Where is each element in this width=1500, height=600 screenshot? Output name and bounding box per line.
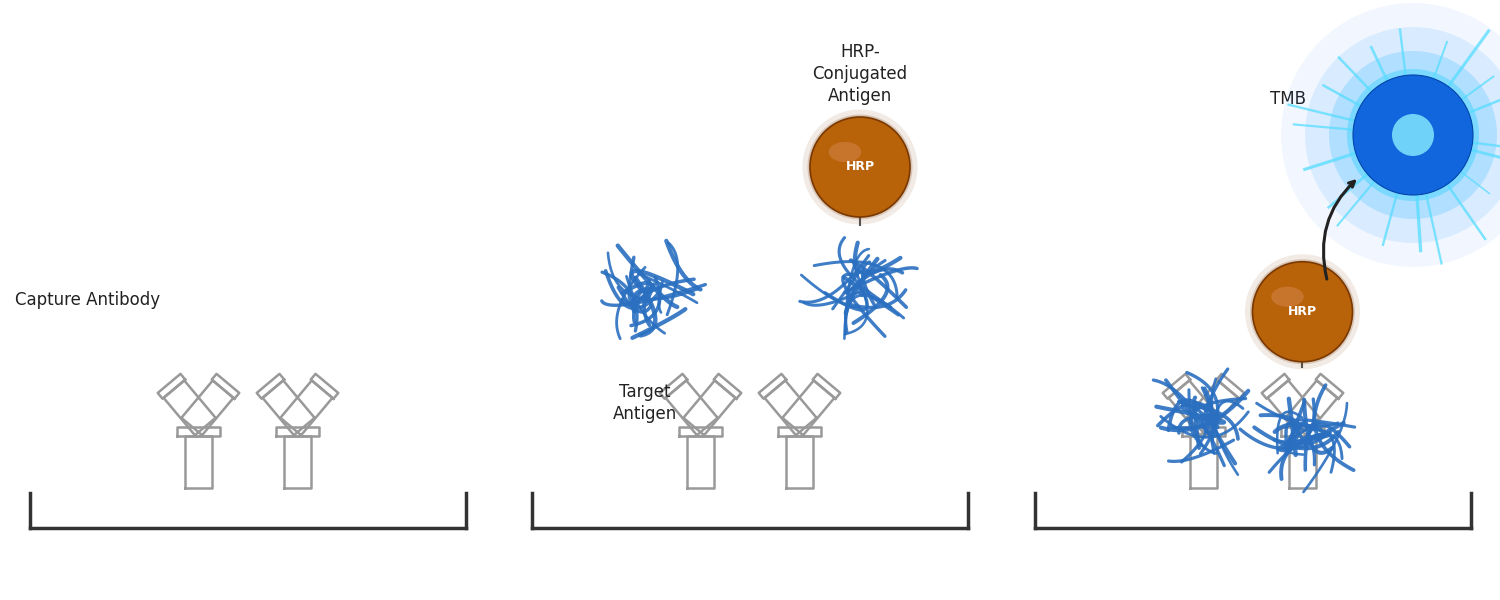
Circle shape	[1305, 27, 1500, 243]
Polygon shape	[813, 374, 840, 399]
Circle shape	[1245, 254, 1360, 369]
Polygon shape	[182, 380, 234, 435]
Text: HRP: HRP	[846, 160, 874, 173]
Circle shape	[1347, 69, 1479, 201]
Polygon shape	[1268, 380, 1320, 435]
Ellipse shape	[828, 142, 861, 162]
Circle shape	[1250, 259, 1354, 364]
Polygon shape	[759, 374, 786, 399]
Polygon shape	[680, 427, 722, 436]
Polygon shape	[714, 374, 741, 399]
Ellipse shape	[1270, 287, 1304, 307]
Polygon shape	[262, 380, 315, 435]
Polygon shape	[211, 374, 240, 399]
Polygon shape	[164, 380, 216, 435]
Circle shape	[810, 117, 910, 217]
Polygon shape	[1286, 380, 1338, 435]
Polygon shape	[1182, 427, 1225, 436]
Polygon shape	[783, 380, 834, 435]
Text: HRP-
Conjugated
Antigen: HRP- Conjugated Antigen	[813, 43, 907, 105]
Polygon shape	[177, 427, 220, 436]
Text: Target
Antigen: Target Antigen	[614, 383, 676, 423]
Polygon shape	[276, 427, 320, 436]
Polygon shape	[284, 436, 310, 488]
Circle shape	[1252, 262, 1353, 362]
Polygon shape	[1316, 374, 1344, 399]
Polygon shape	[786, 436, 813, 488]
Polygon shape	[1162, 374, 1191, 399]
Polygon shape	[1190, 436, 1216, 488]
Text: HRP: HRP	[1288, 305, 1317, 318]
Circle shape	[1329, 51, 1497, 219]
Polygon shape	[1168, 380, 1221, 435]
Circle shape	[1281, 3, 1500, 267]
Polygon shape	[158, 374, 186, 399]
Circle shape	[1392, 114, 1434, 156]
Polygon shape	[1216, 374, 1245, 399]
Polygon shape	[256, 374, 285, 399]
Polygon shape	[1281, 427, 1324, 436]
Polygon shape	[765, 380, 816, 435]
Polygon shape	[687, 436, 714, 488]
Polygon shape	[310, 374, 339, 399]
Text: Capture Antibody: Capture Antibody	[15, 291, 160, 309]
Polygon shape	[1288, 436, 1316, 488]
Circle shape	[1353, 75, 1473, 195]
Polygon shape	[684, 380, 735, 435]
Circle shape	[802, 109, 918, 224]
Text: TMB: TMB	[1270, 90, 1306, 108]
Circle shape	[807, 115, 912, 220]
Polygon shape	[1186, 380, 1239, 435]
Polygon shape	[184, 436, 211, 488]
Polygon shape	[280, 380, 333, 435]
Polygon shape	[1262, 374, 1290, 399]
Polygon shape	[778, 427, 820, 436]
Polygon shape	[666, 380, 717, 435]
Polygon shape	[660, 374, 687, 399]
